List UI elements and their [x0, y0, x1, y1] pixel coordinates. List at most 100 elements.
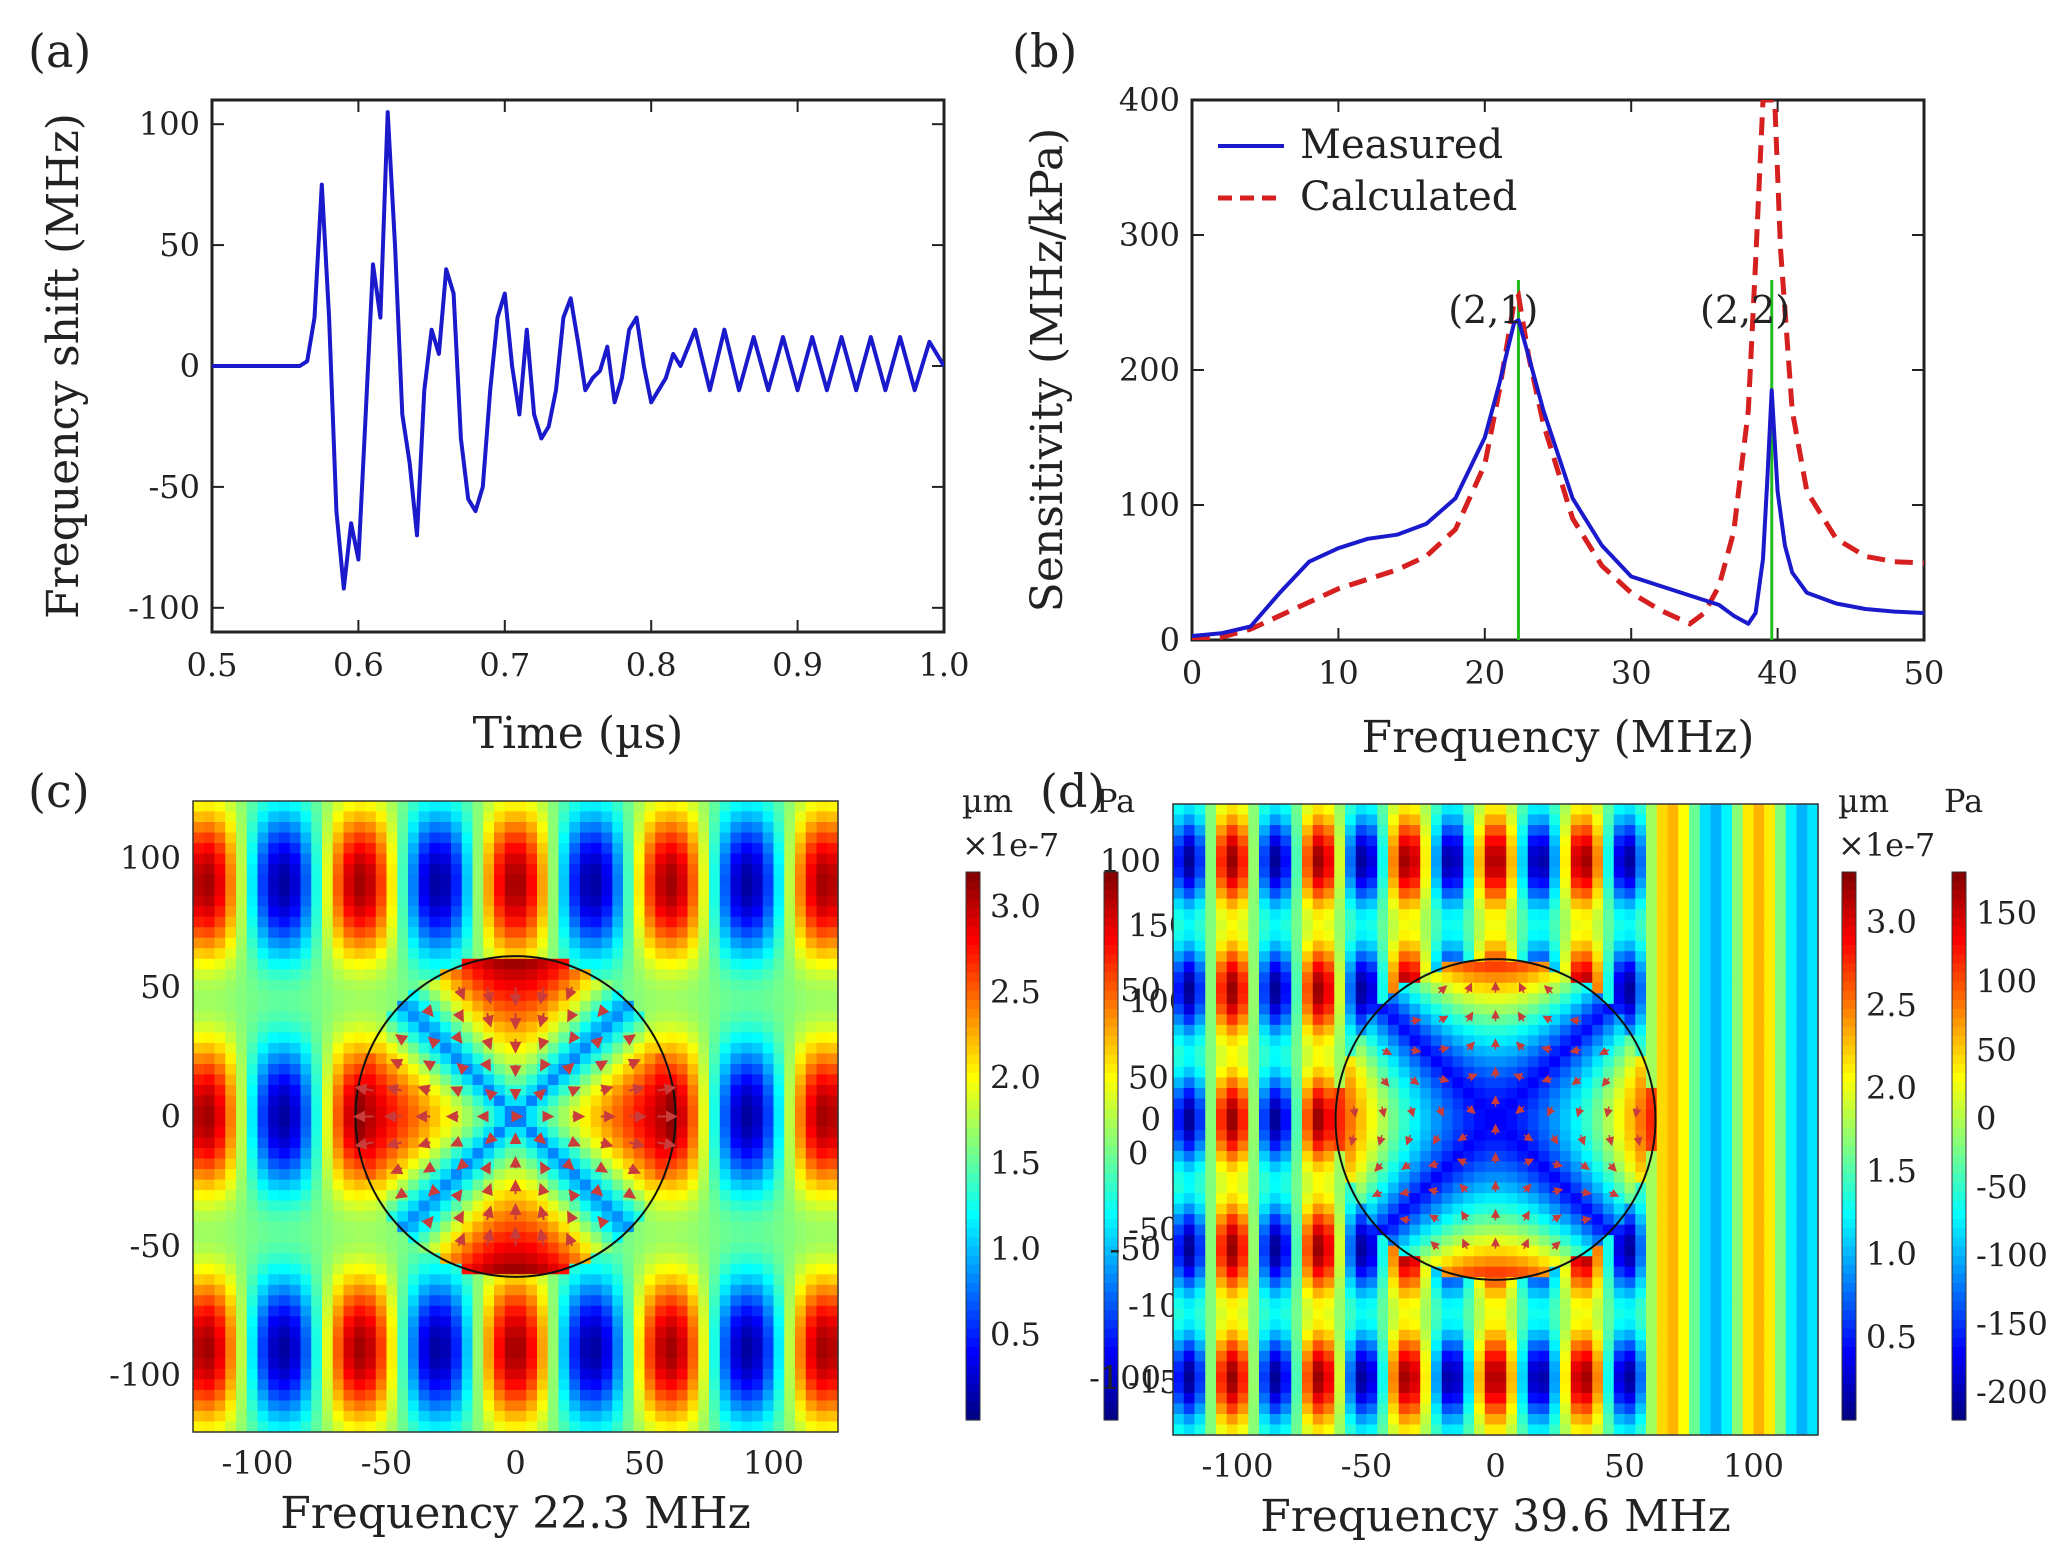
d-colorbar-displacement-scale: ×1e-7 [1838, 826, 1935, 864]
c-y-tick-label: 100 [120, 839, 181, 877]
c-colorbar-pressure-tick-label: 0 [1128, 1135, 1148, 1173]
panel-a: 0.5 0.6 0.7 0.8 0.9 1.0 100 50 0 -50 -100 Time (µs)… [38, 98, 970, 759]
c-y-tick-label: 0 [161, 1098, 181, 1136]
d-x-tick-label: 50 [1604, 1447, 1645, 1485]
c-colorbar-pressure-tick-label: -50 [1128, 1211, 1180, 1249]
d-colorbar-displacement-tick-label: 1.5 [1866, 1152, 1917, 1190]
b-y-tick-label: 100 [1119, 486, 1180, 524]
d-displacement-arrows [1348, 981, 1643, 1251]
d-colorbar-displacement-frame [1841, 871, 1857, 1421]
c-colorbar-displacement-tick-label: 1.0 [990, 1230, 1041, 1268]
b-y-axis-label: Sensitivity (MHz/kPa) [1022, 128, 1073, 613]
c-colorbar-displacement-tick-label: 3.0 [990, 887, 1041, 925]
panel-label-b: (b) [1012, 24, 1078, 78]
panel-b: 0 10 20 30 40 50 0 100 200 300 400 Measured Calculat… [1022, 81, 1944, 763]
d-colorbar-pressure-tick-label: 150 [1976, 894, 2037, 932]
a-x-tick-label: 1.0 [919, 646, 970, 684]
d-y-tick-label: -50 [1109, 1230, 1161, 1268]
b-x-tick-label: 30 [1611, 654, 1652, 692]
c-x-tick-label: -50 [361, 1444, 413, 1482]
a-y-tick-label: -100 [128, 589, 200, 627]
d-colorbar-pressure-tick-label: 100 [1976, 963, 2037, 1001]
d-disk-outline [1334, 958, 1657, 1281]
b-y-tick-label: 0 [1160, 621, 1180, 659]
d-x-tick-label: -100 [1202, 1447, 1274, 1485]
a-x-tick-label: 0.7 [479, 646, 530, 684]
panel-c: -100 -50 0 50 100 100 50 0 -50 -100 Frequency 22.3… [109, 782, 1200, 1539]
c-colorbar-displacement-unit: µm [962, 782, 1013, 820]
c-title: Frequency 22.3 MHz [280, 1488, 751, 1539]
c-colorbar-displacement-tick-label: 2.5 [990, 973, 1041, 1011]
d-colorbar-pressure-unit: Pa [1944, 782, 1983, 820]
d-x-tick-label: -50 [1341, 1447, 1393, 1485]
c-colorbar-displacement-frame [965, 871, 981, 1421]
a-x-tick-label: 0.8 [626, 646, 677, 684]
a-y-tick-label: -50 [148, 468, 200, 506]
d-colorbar-pressure-tick-label: 50 [1976, 1031, 2017, 1069]
a-x-tick-label: 0.9 [772, 646, 823, 684]
d-colorbar-pressure-tick-label: -100 [1976, 1237, 2048, 1275]
a-x-axis-label: Time (µs) [473, 708, 684, 759]
c-x-tick-label: 100 [743, 1444, 804, 1482]
d-colorbar-pressure-frame [1951, 871, 1967, 1421]
d-colorbar-pressure-tick-label: -150 [1976, 1305, 2048, 1343]
b-series-calculated [1192, 100, 1924, 640]
b-x-axis-label: Frequency (MHz) [1362, 712, 1755, 763]
d-colorbar-displacement-tick-label: 2.0 [1866, 1069, 1917, 1107]
c-colorbar-pressure-frame [1103, 871, 1119, 1421]
d-y-tick-label: -100 [1089, 1359, 1161, 1397]
a-y-tick-label: 50 [159, 226, 200, 264]
c-x-tick-label: 50 [624, 1444, 665, 1482]
c-y-tick-label: -100 [109, 1356, 181, 1394]
d-y-tick-label: 0 [1141, 1101, 1161, 1139]
c-colorbar-displacement-tick-label: 1.5 [990, 1144, 1041, 1182]
b-x-tick-label: 20 [1464, 654, 1505, 692]
b-x-tick-label: 10 [1318, 654, 1359, 692]
panel-label-d: (d) [1040, 764, 1106, 818]
a-y-tick-label: 100 [139, 105, 200, 143]
d-colorbar-displacement-tick-label: 2.5 [1866, 986, 1917, 1024]
b-mode-annotation: (2,1) [1448, 288, 1538, 332]
d-colorbar-displacement-unit: µm [1838, 782, 1889, 820]
a-y-axis-label: Frequency shift (MHz) [38, 113, 89, 619]
b-y-tick-label: 400 [1119, 81, 1180, 119]
c-y-tick-label: -50 [129, 1227, 181, 1265]
c-colorbar-pressure-unit: Pa [1096, 782, 1135, 820]
panel-label-c: (c) [28, 764, 90, 818]
b-x-tick-label: 50 [1904, 654, 1945, 692]
d-colorbar-pressure-tick-label: -200 [1976, 1374, 2048, 1412]
panel-d: -100 -50 0 50 100 100 50 0 -50 -100 Frequency 39.6… [1089, 782, 2048, 1542]
c-colorbar-displacement-tick-label: 2.0 [990, 1059, 1041, 1097]
c-colorbar-displacement-tick-label: 0.5 [990, 1315, 1041, 1353]
b-y-tick-label: 300 [1119, 216, 1180, 254]
b-legend-measured-label: Measured [1300, 122, 1503, 168]
d-x-tick-label: 100 [1723, 1447, 1784, 1485]
b-series-measured [1192, 318, 1924, 638]
c-colorbar-pressure-tick-label: 50 [1128, 1059, 1169, 1097]
a-y-tick-label: 0 [180, 347, 200, 385]
panel-label-a: (a) [28, 24, 92, 78]
c-y-tick-label: 50 [140, 968, 181, 1006]
b-mode-annotation: (2,2) [1700, 288, 1790, 332]
c-plot-frame [192, 800, 839, 1433]
c-x-tick-label: -100 [222, 1444, 294, 1482]
b-x-tick-label: 40 [1757, 654, 1798, 692]
b-y-tick-label: 200 [1119, 351, 1180, 389]
d-colorbar-displacement-tick-label: 1.0 [1866, 1235, 1917, 1273]
b-x-tick-label: 0 [1182, 654, 1202, 692]
d-y-tick-label: 100 [1100, 842, 1161, 880]
d-title: Frequency 39.6 MHz [1260, 1491, 1731, 1542]
d-heatmap [1173, 804, 1819, 1436]
c-x-tick-label: 0 [505, 1444, 525, 1482]
c-displacement-arrows [353, 986, 678, 1247]
d-x-tick-label: 0 [1485, 1447, 1505, 1485]
d-y-tick-label: 50 [1120, 971, 1161, 1009]
d-colorbar-pressure-tick-label: 0 [1976, 1100, 1996, 1138]
d-colorbar-pressure-tick-label: -50 [1976, 1168, 2028, 1206]
a-x-tick-label: 0.5 [187, 646, 238, 684]
d-colorbar-displacement-tick-label: 3.0 [1866, 903, 1917, 941]
a-x-tick-label: 0.6 [333, 646, 384, 684]
d-plot-frame [1172, 803, 1819, 1436]
b-legend-calculated-label: Calculated [1300, 174, 1517, 220]
